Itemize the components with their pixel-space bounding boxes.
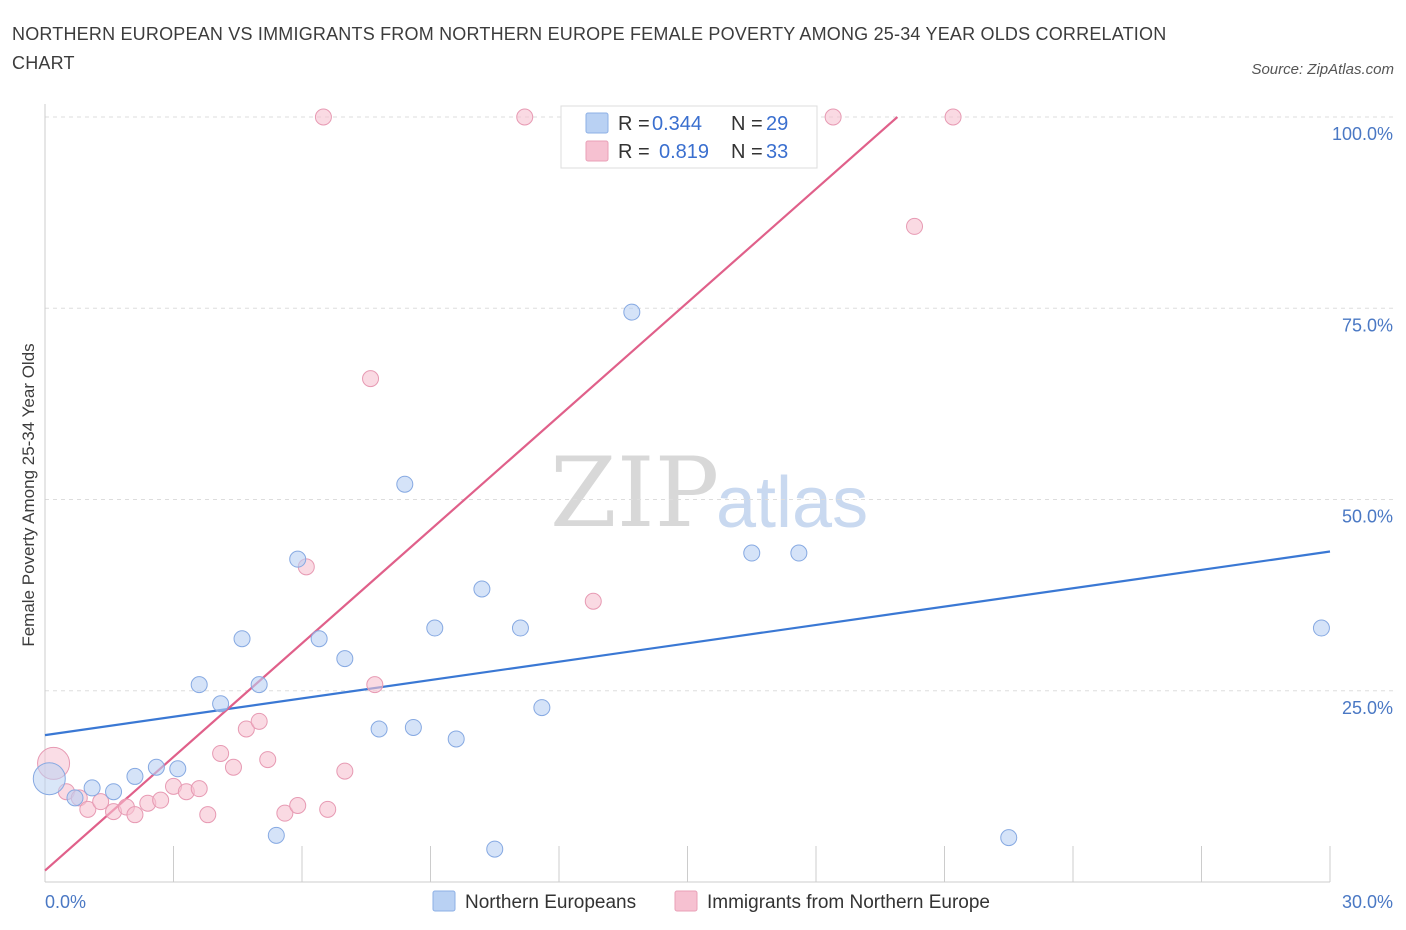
point-blue-13: [310, 630, 328, 648]
point-blue-18: [426, 619, 444, 637]
point-pink-16: [237, 720, 255, 738]
point-blue-27: [1000, 829, 1018, 847]
point-blue-19: [447, 730, 465, 748]
point-blue-28: [1312, 619, 1330, 637]
point-blue-17: [404, 718, 422, 736]
point-blue-0: [32, 762, 66, 796]
point-blue-5: [147, 758, 165, 776]
watermark: ZIP atlas: [550, 437, 868, 549]
chart-title: NORTHERN EUROPEAN VS IMMIGRANTS FROM NOR…: [12, 24, 1167, 73]
point-pink-27: [516, 108, 534, 126]
series-legend: Northern Europeans Immigrants from North…: [432, 890, 990, 913]
y-tick-label-3: 100.0%: [1332, 124, 1393, 144]
point-pink-22: [314, 108, 332, 126]
point-pink-4: [92, 793, 110, 811]
point-pink-24: [336, 762, 354, 780]
x-tick-label-1: 30.0%: [1342, 892, 1393, 912]
legend-r-value-1: 0.344: [652, 113, 702, 135]
point-blue-9: [233, 630, 251, 648]
point-pink-25: [362, 370, 380, 388]
trend-line-blue: [44, 550, 1331, 737]
point-blue-25: [743, 544, 761, 562]
point-pink-17: [250, 712, 268, 730]
point-pink-20: [289, 797, 307, 814]
point-blue-2: [83, 779, 101, 797]
point-blue-21: [486, 840, 504, 858]
watermark-zip: ZIP: [550, 437, 719, 549]
point-blue-1: [66, 789, 84, 807]
point-blue-14: [336, 650, 354, 668]
point-pink-13: [199, 806, 217, 824]
point-pink-3: [79, 800, 97, 818]
series-legend-swatch-pink: [674, 890, 698, 912]
legend-n-value-1: 29: [766, 113, 788, 135]
y-tick-label-2: 75.0%: [1342, 315, 1393, 335]
point-blue-26: [790, 544, 808, 562]
y-tick-label-0: 25.0%: [1342, 698, 1393, 718]
point-blue-3: [105, 783, 123, 801]
point-blue-20: [473, 580, 491, 598]
legend-n-label-1: N =: [731, 113, 763, 135]
point-blue-12: [289, 550, 307, 568]
legend-r-value-2: 0.819: [659, 141, 709, 163]
trend-lines: [44, 116, 1331, 872]
legend-swatch-blue: [585, 112, 609, 134]
point-blue-22: [511, 619, 529, 637]
point-pink-14: [212, 744, 230, 762]
x-tick-labels: 0.0% 30.0%: [45, 892, 1393, 912]
point-blue-4: [126, 767, 144, 785]
point-blue-16: [396, 475, 414, 493]
point-pink-18: [259, 751, 277, 769]
point-blue-8: [212, 695, 230, 713]
point-pink-19: [276, 804, 294, 822]
data-points: [32, 108, 1330, 858]
point-blue-11: [267, 826, 285, 844]
gridlines: [45, 116, 1393, 692]
point-pink-7: [126, 806, 144, 824]
legend-r-label-1: R =: [618, 113, 650, 135]
point-blue-23: [533, 699, 551, 717]
legend-n-value-2: 33: [766, 141, 788, 163]
point-pink-31: [906, 217, 924, 235]
chart-source: Source: ZipAtlas.com: [1251, 61, 1394, 78]
legend-swatch-pink: [585, 140, 609, 162]
watermark-atlas: atlas: [716, 463, 868, 543]
point-blue-7: [190, 676, 208, 694]
stats-legend: R = 0.344 N = 29 R = 0.819 N = 33: [560, 105, 818, 169]
point-pink-15: [224, 758, 242, 776]
legend-r-label-2: R =: [618, 141, 650, 163]
point-pink-26: [366, 676, 384, 694]
series-legend-label-2: Immigrants from Northern Europe: [707, 892, 990, 913]
series-legend-label-1: Northern Europeans: [465, 892, 636, 913]
point-pink-30: [824, 108, 842, 126]
series-legend-swatch-blue: [432, 890, 456, 912]
point-pink-28: [584, 592, 602, 610]
point-pink-9: [152, 791, 170, 809]
point-pink-32: [944, 108, 962, 126]
point-blue-24: [623, 303, 641, 321]
y-tick-labels: 25.0% 50.0% 75.0% 100.0%: [1332, 124, 1393, 718]
point-blue-6: [169, 760, 187, 778]
y-tick-label-1: 50.0%: [1342, 507, 1393, 527]
x-tick-label-0: 0.0%: [45, 892, 86, 912]
point-pink-23: [319, 800, 337, 818]
point-blue-15: [370, 720, 388, 738]
legend-n-label-2: N =: [731, 141, 763, 163]
trend-line-pink: [44, 116, 899, 872]
point-blue-10: [250, 676, 268, 694]
point-pink-12: [190, 780, 208, 798]
y-axis-label: Female Poverty Among 25-34 Year Olds: [19, 343, 38, 646]
